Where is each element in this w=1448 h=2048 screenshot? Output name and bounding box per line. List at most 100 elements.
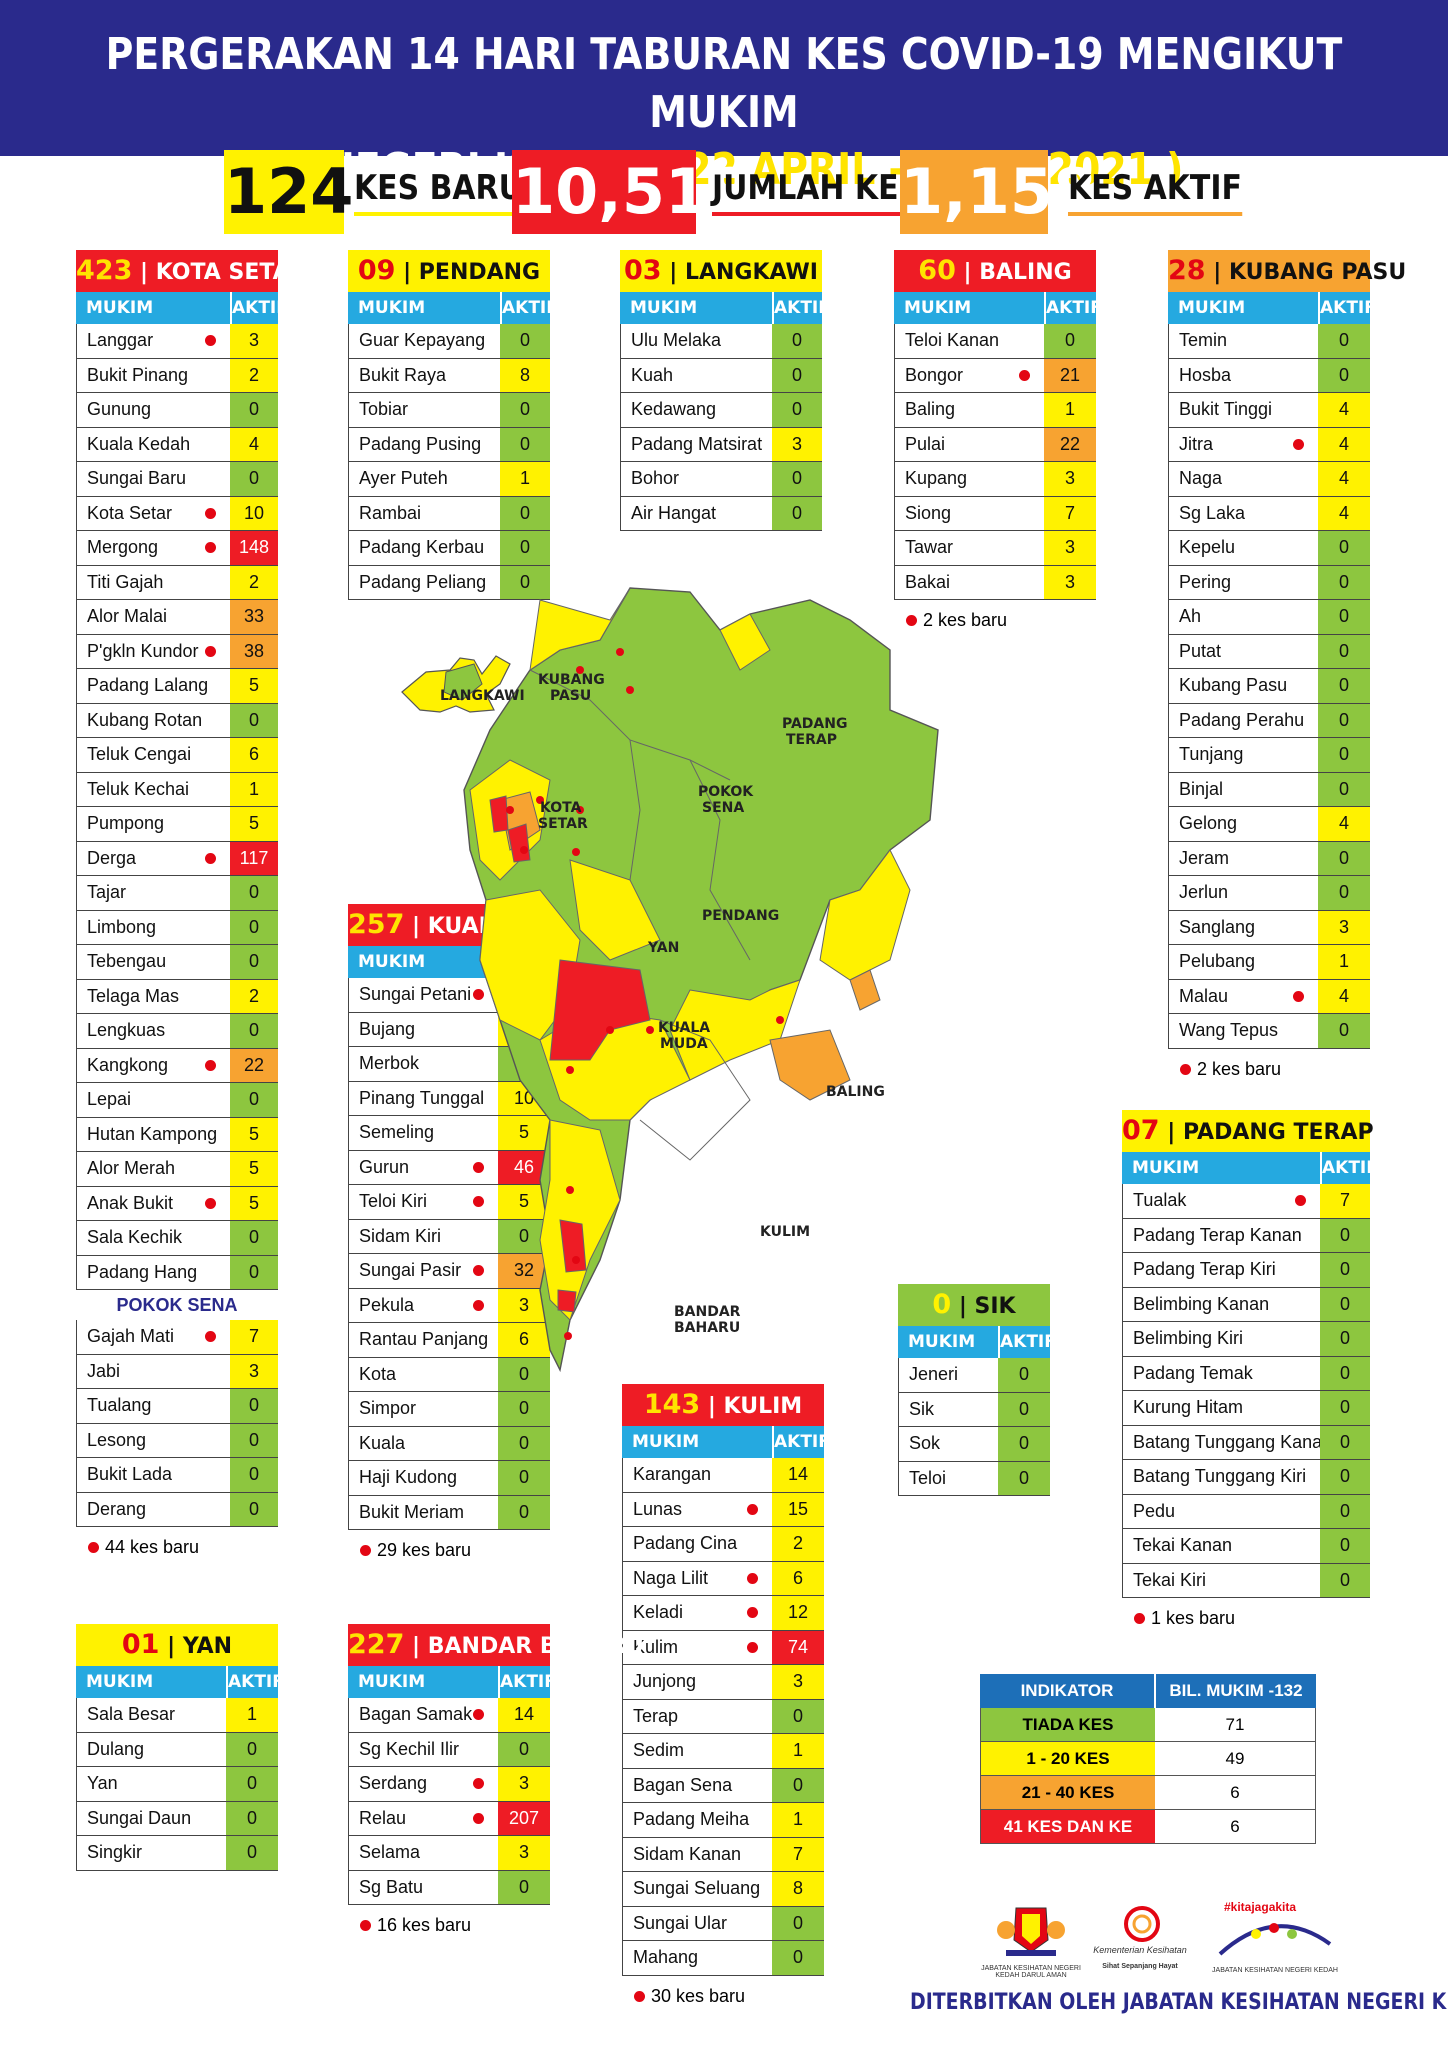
mukim-name: Padang Meiha — [623, 1803, 772, 1837]
mukim-name: Siong — [895, 497, 1044, 531]
new-case-dot-icon — [205, 852, 216, 864]
aktif-value: 0 — [998, 1392, 1050, 1426]
aktif-value: 12 — [772, 1596, 824, 1630]
table-row: Pedu 0 — [1122, 1494, 1370, 1529]
table-row: Kubang Rotan 0 — [76, 703, 278, 738]
mukim-label: Padang Terap Kanan — [1133, 1224, 1302, 1245]
mukim-label: Padang Lalang — [87, 675, 209, 695]
new-case-dot-icon — [205, 542, 216, 553]
table-header: MUKIM AKTIF — [348, 292, 558, 324]
mukim-name: Selama — [349, 1836, 498, 1870]
table-row: Yan 0 — [76, 1767, 278, 1802]
mukim-name: Pulai — [895, 428, 1044, 462]
mukim-name: Bujang — [349, 1013, 498, 1047]
mukim-name: Tualak — [1123, 1184, 1320, 1218]
aktif-value: 4 — [1318, 496, 1370, 530]
table-row: Teluk Kechai 1 — [76, 772, 278, 807]
mukim-name: P'gkln Kundor — [77, 635, 230, 669]
aktif-value: 0 — [500, 427, 550, 461]
mukim-label: Tobiar — [359, 399, 409, 419]
stat-kes-aktif: 1,158 KES AKTIF — [900, 150, 1242, 234]
aktif-value: 14 — [498, 1698, 550, 1732]
mukim-name: Bakai — [895, 566, 1044, 600]
aktif-value: 7 — [1320, 1184, 1370, 1218]
mukim-label: Semeling — [359, 1122, 435, 1142]
aktif-value: 0 — [1320, 1287, 1370, 1321]
district-count: 0 — [932, 1289, 952, 1320]
district-name: KUBANG PASU — [1228, 260, 1407, 285]
mukim-label: Wang Tepus — [1179, 1020, 1279, 1040]
aktif-value: 0 — [998, 1461, 1050, 1495]
col-header-aktif: AKTIF — [1318, 292, 1376, 324]
mukim-label: Sungai Daun — [87, 1807, 192, 1828]
col-header-mukim: MUKIM — [358, 1672, 426, 1692]
mukim-label: Gunung — [87, 399, 152, 419]
table-row: Padang Kerbau 0 — [348, 531, 550, 566]
aktif-value: 2 — [230, 565, 278, 599]
mukim-label: Relau — [359, 1807, 407, 1828]
aktif-value: 0 — [230, 1083, 278, 1117]
mukim-name: Terap — [623, 1700, 772, 1734]
table-row: Belimbing Kiri 0 — [1122, 1322, 1370, 1357]
table-row: Derga 117 — [76, 841, 278, 876]
district-title: 01 | YAN — [76, 1624, 278, 1666]
map-label-kubang-pasu-2: PASU — [550, 688, 591, 704]
table-row: Derang 0 — [76, 1492, 278, 1527]
table-row: Padang Matsirat 3 — [620, 427, 822, 462]
aktif-value: 0 — [772, 462, 822, 496]
mukim-name: Jitra — [1169, 428, 1318, 462]
table-row: Bukit Tinggi 4 — [1168, 393, 1370, 428]
aktif-value: 0 — [498, 1426, 550, 1460]
aktif-value: 4 — [1318, 979, 1370, 1013]
mukim-label: Ulu Melaka — [631, 330, 722, 350]
col-header-mukim: MUKIM — [358, 298, 426, 318]
mukim-name: Kupang — [895, 462, 1044, 496]
new-cases-text: 29 kes baru — [377, 1540, 472, 1560]
aktif-value: 0 — [1318, 841, 1370, 875]
col-header-mukim: MUKIM — [630, 298, 698, 318]
district-title: 227 | BANDAR BAHARU — [348, 1624, 644, 1666]
district-title: 143 | KULIM — [622, 1384, 824, 1426]
mukim-name: Lunas — [623, 1493, 772, 1527]
mukim-label: Bongor — [905, 364, 964, 385]
mukim-name: Batang Tunggang Kanan — [1123, 1426, 1320, 1460]
table-kulim: 143 | KULIM MUKIM AKTIF Karangan 14 Lunas 15 Pa… — [622, 1384, 830, 2007]
mukim-label: Derga — [87, 847, 137, 868]
table-row: Sungai Daun 0 — [76, 1801, 278, 1836]
mukim-label: Air Hangat — [631, 502, 717, 523]
new-case-dot-icon — [205, 1197, 216, 1209]
mukim-name: Sungai Petani — [349, 978, 498, 1012]
mukim-name: Tunjang — [1169, 738, 1318, 772]
mukim-name: Tebengau — [77, 945, 230, 979]
table-row: Tekai Kiri 0 — [1122, 1563, 1370, 1598]
table-row: Semeling 5 — [348, 1116, 550, 1151]
map-label-padang-terap-1: PADANG — [782, 716, 847, 732]
mukim-label: Pedu — [1133, 1500, 1176, 1521]
new-cases-note: 1 kes baru — [1122, 1608, 1370, 1629]
stat-kes-baru-value: 124 — [224, 150, 353, 234]
table-header: MUKIM AKTIF — [898, 1326, 1056, 1358]
mukim-label: Sungai Pasir — [359, 1260, 462, 1280]
mukim-label: Gurun — [359, 1156, 410, 1177]
new-case-dot-icon — [747, 1607, 758, 1618]
table-row: Binjal 0 — [1168, 772, 1370, 807]
table-row: Sg Laka 4 — [1168, 496, 1370, 531]
aktif-value: 0 — [1320, 1529, 1370, 1563]
map-langkawi-north — [443, 663, 483, 701]
indicator-header: INDIKATOR BIL. MUKIM -132 — [980, 1674, 1316, 1708]
district-name: SIK — [974, 1294, 1016, 1319]
mukim-label: Kulim — [633, 1636, 679, 1657]
new-cases-text: 44 kes baru — [105, 1537, 200, 1557]
mukim-label: Tunjang — [1179, 744, 1244, 764]
col-header-aktif: AKTIF — [1044, 292, 1102, 324]
aktif-value: 0 — [500, 393, 550, 427]
table-header: MUKIM AKTIF — [76, 292, 288, 324]
mukim-label: Pelubang — [1179, 951, 1256, 971]
mukim-name: Sok — [899, 1427, 998, 1461]
mukim-label: P'gkln Kundor — [87, 640, 199, 661]
district-title: 28 | KUBANG PASU — [1168, 250, 1406, 292]
mukim-label: Tawar — [905, 537, 954, 557]
new-case-dot-icon — [473, 1778, 484, 1789]
col-header-aktif: AKTIF — [1320, 1152, 1378, 1184]
aktif-value: 0 — [772, 358, 822, 392]
